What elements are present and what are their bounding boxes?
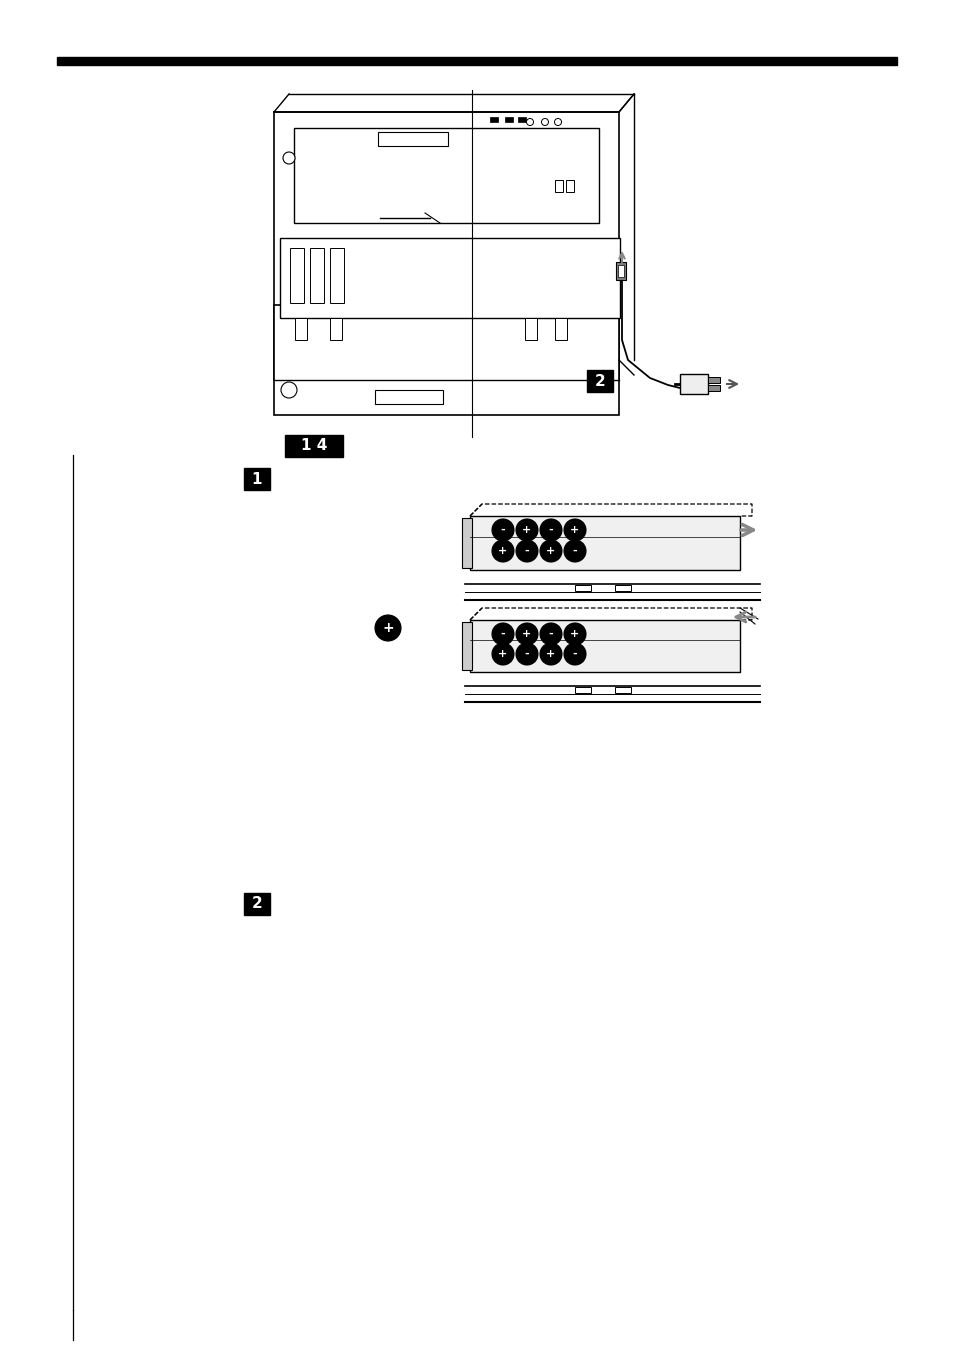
Bar <box>290 247 304 303</box>
Text: +: + <box>570 525 579 535</box>
Bar <box>707 377 720 383</box>
Bar <box>294 128 598 223</box>
Text: +: + <box>522 629 531 639</box>
Text: +: + <box>497 649 507 658</box>
Text: -: - <box>500 525 505 535</box>
Circle shape <box>539 644 561 665</box>
Text: 1: 1 <box>252 472 262 487</box>
Bar <box>470 516 740 571</box>
Circle shape <box>281 383 296 397</box>
Bar <box>615 585 630 591</box>
Text: -: - <box>548 629 553 639</box>
Circle shape <box>563 519 585 541</box>
Bar <box>555 318 566 339</box>
Circle shape <box>563 644 585 665</box>
Bar <box>586 370 613 392</box>
Bar <box>375 389 442 404</box>
Bar <box>274 306 618 415</box>
Text: +: + <box>570 629 579 639</box>
Text: -: - <box>500 629 505 639</box>
Bar <box>618 265 623 277</box>
Bar <box>555 180 562 192</box>
Bar <box>330 318 341 339</box>
Text: -: - <box>524 649 529 658</box>
Bar <box>377 132 448 146</box>
Text: -: - <box>572 546 577 556</box>
Bar <box>330 247 344 303</box>
Text: 1 4: 1 4 <box>300 438 327 453</box>
Bar <box>517 118 525 122</box>
Circle shape <box>492 519 514 541</box>
Bar <box>565 180 574 192</box>
Circle shape <box>516 644 537 665</box>
Bar <box>57 57 896 65</box>
Text: -: - <box>548 525 553 535</box>
Circle shape <box>516 623 537 645</box>
Circle shape <box>554 119 561 126</box>
Circle shape <box>492 539 514 562</box>
Bar <box>285 435 343 457</box>
Bar <box>679 375 707 393</box>
Bar <box>244 894 270 915</box>
Bar <box>575 687 590 694</box>
Text: +: + <box>546 649 555 658</box>
Text: +: + <box>382 621 394 635</box>
Text: +: + <box>497 546 507 556</box>
Circle shape <box>516 539 537 562</box>
Text: -: - <box>572 649 577 658</box>
Bar <box>575 585 590 591</box>
Circle shape <box>563 623 585 645</box>
Bar <box>470 621 740 672</box>
Circle shape <box>492 644 514 665</box>
Circle shape <box>375 615 400 641</box>
Text: 2: 2 <box>252 896 262 911</box>
Circle shape <box>539 519 561 541</box>
Circle shape <box>492 623 514 645</box>
Circle shape <box>541 119 548 126</box>
Bar <box>244 468 270 489</box>
Circle shape <box>526 119 533 126</box>
Text: -: - <box>524 546 529 556</box>
Bar <box>274 112 618 380</box>
Bar <box>524 318 537 339</box>
Bar <box>490 118 497 122</box>
Text: 2: 2 <box>594 373 605 388</box>
Bar <box>707 385 720 391</box>
Bar <box>616 262 625 280</box>
Bar <box>461 518 472 568</box>
Circle shape <box>539 539 561 562</box>
Circle shape <box>539 623 561 645</box>
Bar <box>461 622 472 671</box>
Circle shape <box>563 539 585 562</box>
Bar <box>310 247 324 303</box>
Bar <box>504 118 513 122</box>
Text: +: + <box>522 525 531 535</box>
Circle shape <box>516 519 537 541</box>
Bar <box>294 318 307 339</box>
Bar <box>615 687 630 694</box>
Circle shape <box>283 151 294 164</box>
Text: +: + <box>546 546 555 556</box>
Bar <box>280 238 619 318</box>
